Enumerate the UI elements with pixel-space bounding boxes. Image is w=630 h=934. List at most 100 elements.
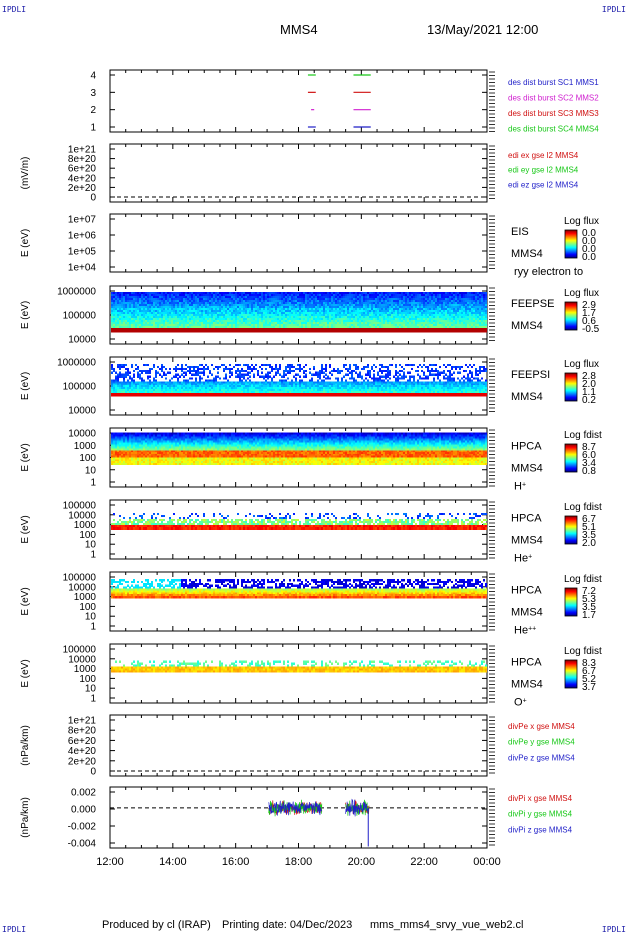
feepse-spectrogram-cell: [365, 291, 367, 295]
feepse-spectrogram-cell: [311, 295, 313, 299]
feepse-spectrogram-cell: [477, 301, 479, 305]
feepse-spectrogram-cell: [213, 309, 215, 313]
feepse-spectrogram-cell: [347, 323, 349, 327]
feepsi-spectrogram-cell: [289, 367, 291, 371]
feepsi-spectrogram-cell: [141, 379, 143, 382]
feepse-spectrogram-cell: [473, 327, 475, 331]
feepsi-spectrogram-cell: [409, 375, 411, 378]
feepse-spectrogram-cell: [279, 297, 281, 301]
feepse-spectrogram-cell: [459, 325, 461, 329]
feepse-spectrogram-cell: [437, 330, 439, 333]
feepse-spectrogram-cell: [375, 321, 377, 325]
feepse-spectrogram-cell: [305, 325, 307, 329]
feepse-spectrogram-cell: [285, 317, 287, 321]
feepse-spectrogram-cell: [227, 295, 229, 299]
feepse-spectrogram-cell: [347, 309, 349, 313]
feepse-spectrogram-cell: [191, 325, 193, 329]
feepse-spectrogram-cell: [425, 321, 427, 325]
feepse-spectrogram-cell: [177, 309, 179, 313]
feepsi-spectrogram-cell: [305, 369, 307, 372]
feepse-spectrogram-cell: [157, 303, 159, 307]
feepse-spectrogram-cell: [177, 327, 179, 331]
feepse-spectrogram-cell: [355, 321, 357, 325]
feepse-spectrogram-cell: [323, 303, 325, 307]
feepse-spectrogram-cell: [367, 297, 369, 301]
feepse-spectrogram-cell: [477, 309, 479, 313]
feepse-spectrogram-cell: [319, 303, 321, 307]
feepse-spectrogram-cell: [315, 327, 317, 331]
feepse-spectrogram-cell: [127, 325, 129, 329]
feepse-spectrogram-cell: [171, 319, 173, 323]
feepse-spectrogram-cell: [303, 297, 305, 301]
feepse-spectrogram-cell: [475, 301, 477, 305]
feepse-spectrogram-cell: [391, 319, 393, 323]
feepse-spectrogram-cell: [237, 319, 239, 323]
feepse-spectrogram-cell: [305, 301, 307, 305]
feepse-spectrogram-cell: [171, 321, 173, 325]
feepse-spectrogram-cell: [263, 297, 265, 301]
feepse-spectrogram-cell: [411, 327, 413, 331]
feepse-spectrogram-cell: [417, 321, 419, 325]
feepse-spectrogram-cell: [465, 309, 467, 313]
feepse-spectrogram-cell: [373, 293, 375, 297]
feepsi-spectrogram-cell: [219, 365, 221, 369]
feepse-spectrogram-cell: [405, 303, 407, 307]
feepse-spectrogram-cell: [405, 305, 407, 309]
feepse-spectrogram-cell: [121, 299, 123, 303]
feepse-spectrogram-cell: [325, 330, 327, 333]
feepse-spectrogram-cell: [355, 299, 357, 303]
feepse-spectrogram-cell: [259, 323, 261, 327]
feepse-spectrogram-cell: [251, 330, 253, 333]
feepse-spectrogram-cell: [461, 317, 463, 321]
feepse-spectrogram-cell: [301, 325, 303, 329]
feepse-spectrogram-cell: [239, 301, 241, 305]
feepse-spectrogram-cell: [369, 295, 371, 299]
feepse-spectrogram-cell: [349, 305, 351, 309]
feepse-spectrogram-cell: [441, 297, 443, 301]
eis-colorbar: [564, 229, 578, 259]
feepse-spectrogram-cell: [303, 317, 305, 321]
feepsi-spectrogram-cell: [177, 379, 179, 382]
feepse-spectrogram-cell: [319, 330, 321, 333]
feepse-spectrogram-cell: [315, 291, 317, 295]
feepse-spectrogram-cell: [345, 301, 347, 305]
feepse-spectrogram-cell: [245, 317, 247, 321]
feepse-spectrogram-cell: [125, 327, 127, 331]
feepse-spectrogram-cell: [475, 313, 477, 317]
feepse-spectrogram-cell: [303, 291, 305, 295]
feepsi-spectrogram-cell: [377, 379, 379, 382]
feepse-spectrogram-cell: [437, 305, 439, 309]
feepse-spectrogram-cell: [445, 317, 447, 321]
feepse-spectrogram-cell: [339, 311, 341, 315]
feepse-spectrogram-cell: [349, 323, 351, 327]
feepse-spectrogram-cell: [375, 317, 377, 321]
feepse-spectrogram-cell: [205, 315, 207, 319]
feepsi-spectrogram-cell: [175, 365, 177, 369]
feepse-spectrogram-cell: [161, 295, 163, 299]
feepse-spectrogram-cell: [485, 299, 487, 303]
feepse-spectrogram-cell: [173, 319, 175, 323]
feepse-spectrogram-cell: [247, 307, 249, 311]
feepse-spectrogram-cell: [245, 315, 247, 319]
feepse-spectrogram-cell: [273, 307, 275, 311]
feepse-spectrogram-cell: [265, 301, 267, 305]
feepse-spectrogram-cell: [221, 297, 223, 301]
feepse-spectrogram-cell: [365, 303, 367, 307]
feepse-spectrogram-cell: [467, 327, 469, 331]
feepse-spectrogram-cell: [227, 311, 229, 315]
feepsi-spectrogram-cell: [187, 369, 189, 372]
feepse-spectrogram-cell: [111, 309, 113, 313]
feepse-spectrogram-cell: [143, 313, 145, 317]
feepse-spectrogram-cell: [165, 315, 167, 319]
feepse-spectrogram-cell: [443, 327, 445, 331]
feepse-spectrogram-cell: [245, 319, 247, 323]
feepse-spectrogram-cell: [335, 319, 337, 323]
feepse-spectrogram-cell: [141, 327, 143, 331]
feepse-spectrogram-cell: [175, 311, 177, 315]
feepse-spectrogram-cell: [447, 325, 449, 329]
feepse-spectrogram-cell: [143, 317, 145, 321]
feepse-spectrogram-cell: [441, 319, 443, 323]
feepse-spectrogram-cell: [411, 330, 413, 333]
feepsi-spectrogram-cell: [275, 373, 277, 376]
feepse-spectrogram-cell: [437, 327, 439, 331]
